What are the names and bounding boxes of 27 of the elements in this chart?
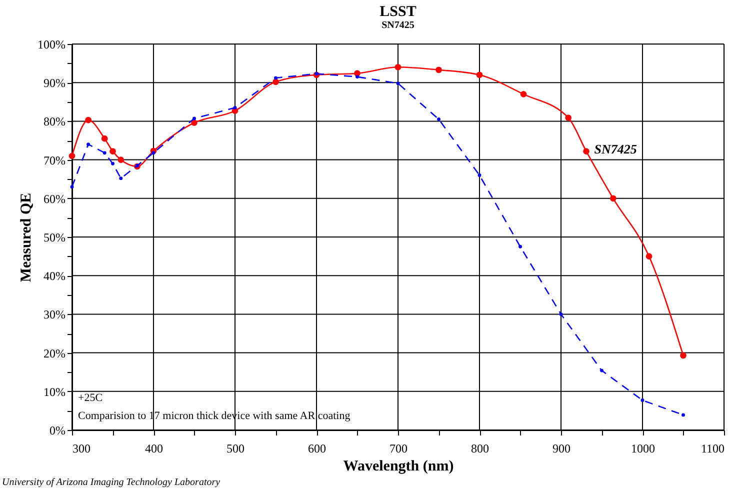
x-axis-title: Wavelength (nm): [343, 458, 454, 474]
x-tick-label: 1100: [700, 442, 724, 456]
chart-subtitle: SN7425: [382, 20, 414, 31]
y-tick-label: 40%: [44, 269, 66, 284]
y-tick-label: 10%: [44, 384, 66, 399]
annotation: +25C: [78, 392, 103, 404]
y-tick-label: 20%: [44, 346, 66, 360]
x-tick-label: 900: [552, 442, 570, 456]
series-label: SN7425: [594, 141, 638, 156]
y-tick-label: 60%: [44, 192, 66, 206]
y-tick-label: 50%: [44, 230, 66, 244]
x-tick-label: 800: [471, 442, 489, 456]
x-tick-label: 700: [390, 442, 408, 456]
x-tick-label: 500: [226, 442, 244, 456]
x-tick-label: 1000: [631, 442, 655, 456]
x-tick-label: 600: [308, 442, 326, 456]
y-tick-label: 80%: [44, 114, 66, 129]
chart-title: LSST: [380, 4, 416, 20]
x-tick-label: 300: [72, 442, 90, 456]
y-tick-label: 0%: [50, 424, 66, 438]
x-tick-label: 400: [145, 442, 163, 456]
y-tick-label: 90%: [44, 76, 66, 90]
y-tick-label: 100%: [38, 38, 66, 52]
y-axis-title: Measured QE: [18, 192, 35, 282]
text: University of Arizona Imaging Technology Laboratory: [2, 477, 221, 488]
y-tick-label: 30%: [44, 308, 66, 322]
y-tick-label: 70%: [44, 153, 66, 168]
